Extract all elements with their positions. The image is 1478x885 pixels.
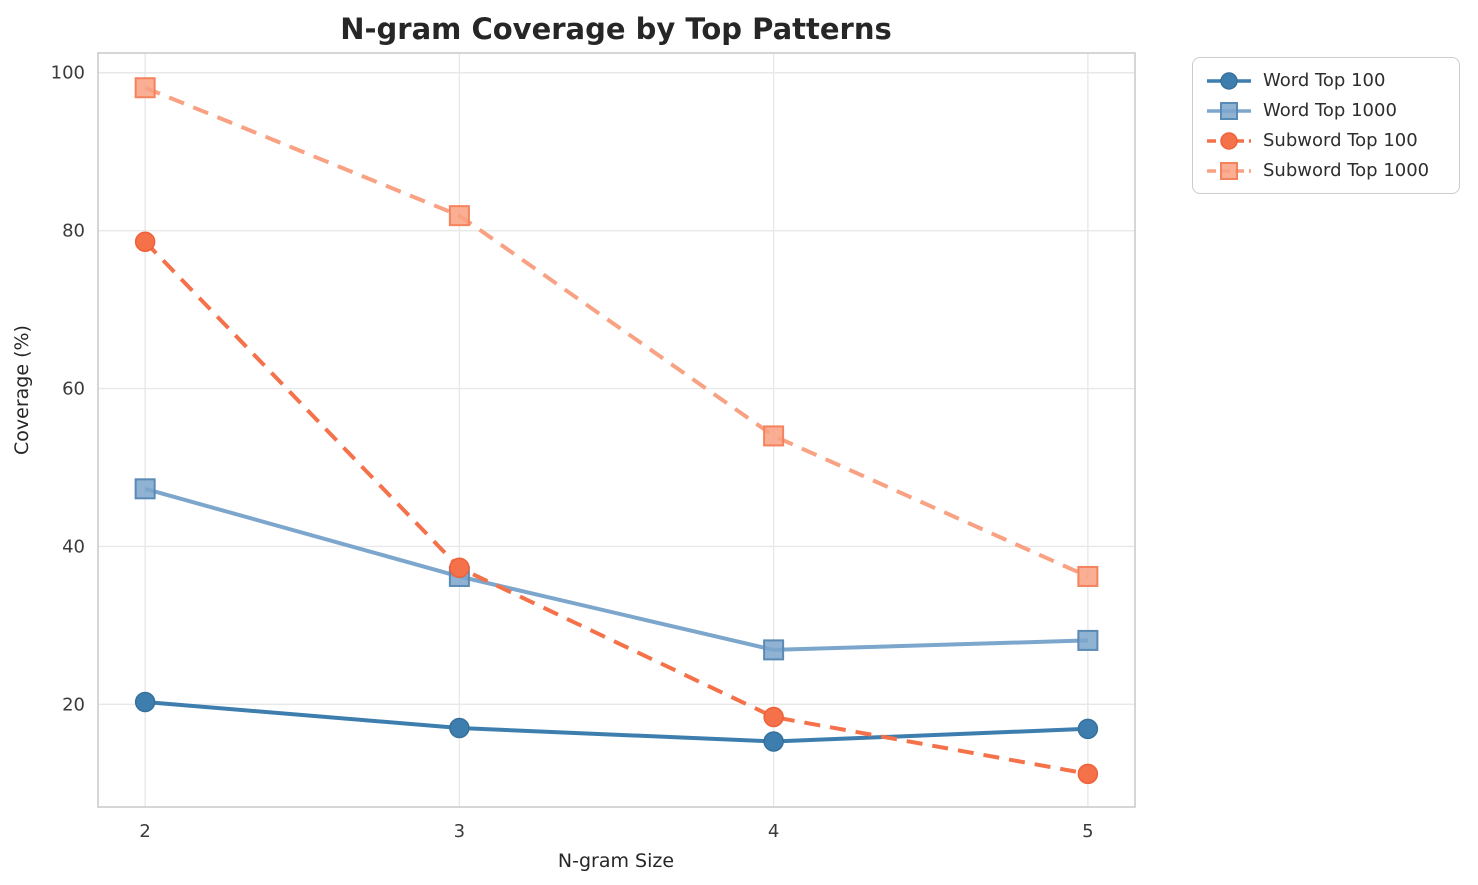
data-point-marker-word-top-100 xyxy=(763,731,784,752)
legend-line-sample-icon xyxy=(1207,101,1251,120)
y-tick-label-40: 40 xyxy=(62,536,85,557)
data-point-marker-word-top-100 xyxy=(449,717,470,739)
data-point-marker-subword-top-1000 xyxy=(134,77,156,99)
series-line-subword-top-1000 xyxy=(144,85,1089,579)
y-tick-label-20: 20 xyxy=(62,694,85,715)
data-point-marker-subword-top-100 xyxy=(1077,763,1099,785)
data-point-marker-subword-top-1000 xyxy=(763,425,785,447)
data-point-marker-word-top-1000 xyxy=(763,639,785,661)
data-point-marker-word-top-100 xyxy=(134,691,156,713)
legend-square-marker-icon xyxy=(1220,101,1238,120)
legend-circle-marker-icon xyxy=(1220,131,1238,150)
data-point-marker-subword-top-100 xyxy=(763,706,784,728)
data-point-marker-subword-top-1000 xyxy=(1077,565,1099,587)
plot-border xyxy=(97,52,1136,808)
y-tick-label-100: 100 xyxy=(51,63,85,84)
legend-item-subword-top-100: Subword Top 100 xyxy=(1205,127,1447,154)
data-point-marker-subword-top-100 xyxy=(449,557,470,579)
x-tick-label-4: 4 xyxy=(768,821,779,842)
legend-label: Subword Top 1000 xyxy=(1263,160,1430,181)
legend-line-sample-icon xyxy=(1207,131,1251,150)
legend-item-word-top-100: Word Top 100 xyxy=(1205,67,1447,94)
data-point-marker-word-top-1000 xyxy=(1077,629,1099,651)
data-point-marker-subword-top-100 xyxy=(134,231,156,252)
legend-item-subword-top-1000: Subword Top 1000 xyxy=(1205,157,1447,184)
x-axis-label: N-gram Size xyxy=(557,850,675,872)
legend-square-marker-icon xyxy=(1220,161,1238,180)
data-point-marker-word-top-1000 xyxy=(134,478,156,500)
series-line-word-top-1000 xyxy=(144,486,1088,652)
x-tick-label-3: 3 xyxy=(454,821,465,842)
y-tick-label-80: 80 xyxy=(62,221,85,242)
chart-title: N-gram Coverage by Top Patterns xyxy=(340,12,892,46)
data-point-marker-word-top-100 xyxy=(1077,718,1099,740)
series-line-subword-top-100 xyxy=(143,240,1089,776)
data-point-marker-subword-top-1000 xyxy=(448,205,470,227)
series-line-word-top-100 xyxy=(144,700,1088,744)
legend: Word Top 100 Word Top 1000 Subword Top 100… xyxy=(1192,57,1460,194)
y-tick-label-60: 60 xyxy=(62,379,85,400)
legend-line-sample-icon xyxy=(1207,161,1251,180)
legend-label: Word Top 100 xyxy=(1263,70,1386,91)
legend-label: Subword Top 100 xyxy=(1263,130,1418,151)
legend-circle-marker-icon xyxy=(1220,71,1238,90)
x-tick-label-2: 2 xyxy=(139,821,150,842)
legend-item-word-top-1000: Word Top 1000 xyxy=(1205,97,1447,124)
x-tick-label-5: 5 xyxy=(1082,821,1093,842)
legend-line-sample-icon xyxy=(1207,71,1251,90)
legend-label: Word Top 1000 xyxy=(1263,100,1397,121)
